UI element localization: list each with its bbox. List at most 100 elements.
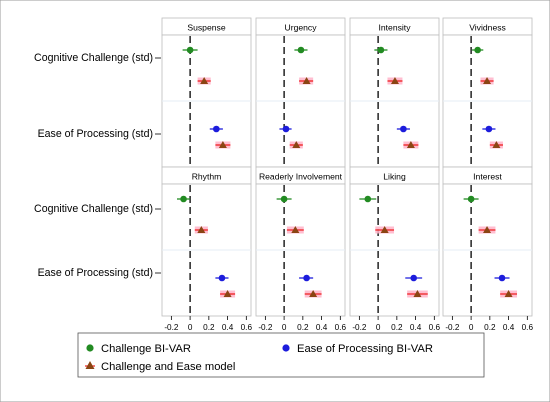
x-tick-label: -0.2 [258,323,273,332]
x-tick-label: -0.2 [445,323,460,332]
legend-marker [282,344,290,352]
ease-bivar-estimate [405,274,423,282]
x-tick-label: 0.6 [241,323,253,332]
point-estimate [280,195,288,203]
legend-item-challenge-bi-var: Challenge BI-VAR [86,343,191,355]
panel-title: Interest [473,172,502,182]
point-estimate-triangle [218,141,227,148]
ease-model-estimate [220,290,236,298]
ease-bivar-estimate [482,125,496,133]
x-tick-label: 0.2 [391,323,403,332]
ease-model-estimate [304,290,322,298]
x-tick-label: 0.2 [484,323,496,332]
panel-interest: Interest [442,166,533,317]
ease-bivar-estimate [215,274,229,282]
x-axis-rhythm: -0.2 0 0.2 0.4 0.6 [164,316,252,332]
challenge-model-estimate [299,77,314,85]
point-estimate-triangle [406,141,415,148]
challenge-bivar-estimate [276,195,292,203]
x-tick-label: 0.4 [503,323,515,332]
legend-item-challenge-and-ease-model: Challenge and Ease model [85,361,235,373]
point-estimate-triangle [413,290,422,297]
challenge-bivar-estimate [176,195,191,203]
point-estimate-triangle [380,226,389,233]
challenge-model-estimate [480,77,494,85]
legend: Challenge BI-VAR Ease of Processing BI-VA… [77,332,485,378]
legend-label: Challenge and Ease model [101,361,235,373]
point-estimate [218,274,226,282]
point-estimate [303,274,310,282]
ease-model-estimate [407,290,428,298]
legend-label: Ease of Processing BI-VAR [297,343,433,355]
panel-title: Vividness [469,23,506,33]
row-label-cognitive-challenge: Cognitive Challenge (std) [34,203,153,215]
ease-bivar-estimate [494,274,510,282]
challenge-bivar-estimate [374,46,388,54]
x-tick-label: 0.2 [203,323,215,332]
challenge-model-estimate [197,77,211,85]
x-tick-label: 0 [376,323,381,332]
point-estimate [364,195,372,203]
point-estimate-triangle [504,290,513,297]
challenge-model-estimate [194,226,208,234]
point-estimate-triangle [302,77,311,84]
point-estimate-triangle [483,226,492,233]
row-label-ease-of-processing: Ease of Processing (std) [38,128,153,140]
x-tick-label: -0.2 [352,323,367,332]
x-axis-interest: -0.2 0 0.2 0.4 0.6 [445,316,533,332]
point-estimate [180,195,187,203]
challenge-bivar-estimate [463,195,479,203]
row-labels: Cognitive Challenge (std) Ease of Process… [34,52,161,279]
legend-box [77,332,485,378]
row-label-ease-of-processing: Ease of Processing (std) [38,267,153,279]
challenge-model-estimate [286,226,304,234]
panel-grid: Suspense Urgency Intensity Vividness Rhythm R… [161,17,533,317]
ease-model-estimate [289,141,303,149]
point-estimate-triangle [291,226,300,233]
x-tick-label: 0.4 [316,323,328,332]
ease-bivar-estimate [396,125,410,133]
panel-suspense: Suspense [161,17,252,168]
point-estimate [485,125,493,133]
x-axes: -0.2 0 0.2 0.4 0.6 -0.2 0 0.2 0.4 0.6 -0.2 0 0.2 0.4 0… [164,316,533,332]
point-estimate-triangle [309,290,318,297]
ease-model-estimate [500,290,518,298]
panel-title: Liking [383,172,406,182]
legend-item-ease-of-processing-bi-var: Ease of Processing BI-VAR [282,343,433,355]
challenge-model-estimate [478,226,496,234]
point-estimate-triangle [223,290,232,297]
panel-title: Intensity [378,23,411,33]
ease-model-estimate [215,141,231,149]
row-label-cognitive-challenge: Cognitive Challenge (std) [34,52,153,64]
point-estimate-triangle [200,77,209,84]
panel-readerly-involvement: Readerly Involvement [255,166,346,317]
point-estimate [400,125,407,133]
x-tick-label: 0 [282,323,287,332]
panel-title: Urgency [285,23,318,33]
challenge-model-estimate [375,226,395,234]
x-tick-label: 0 [469,323,474,332]
point-estimate-triangle [483,77,492,84]
x-tick-label: 0.4 [222,323,234,332]
ease-bivar-estimate [279,125,292,133]
x-tick-label: 0.6 [522,323,534,332]
panel-title: Rhythm [192,172,222,182]
panel-intensity: Intensity [349,17,440,168]
point-estimate-triangle [197,226,206,233]
panel-vividness: Vividness [442,17,533,168]
point-estimate [498,274,506,282]
point-estimate [474,46,481,54]
panel-title: Suspense [187,23,225,33]
x-axis-liking: -0.2 0 0.2 0.4 0.6 [352,316,440,332]
x-tick-label: 0.6 [335,323,347,332]
challenge-bivar-estimate [182,46,198,54]
panel-title: Readerly Involvement [259,172,343,182]
ease-model-estimate [489,141,503,149]
challenge-bivar-estimate [359,195,377,203]
point-estimate [410,274,418,282]
point-estimate [213,125,220,133]
point-estimate-triangle [292,141,301,148]
ease-bivar-estimate [299,274,314,282]
ease-bivar-estimate [209,125,223,133]
